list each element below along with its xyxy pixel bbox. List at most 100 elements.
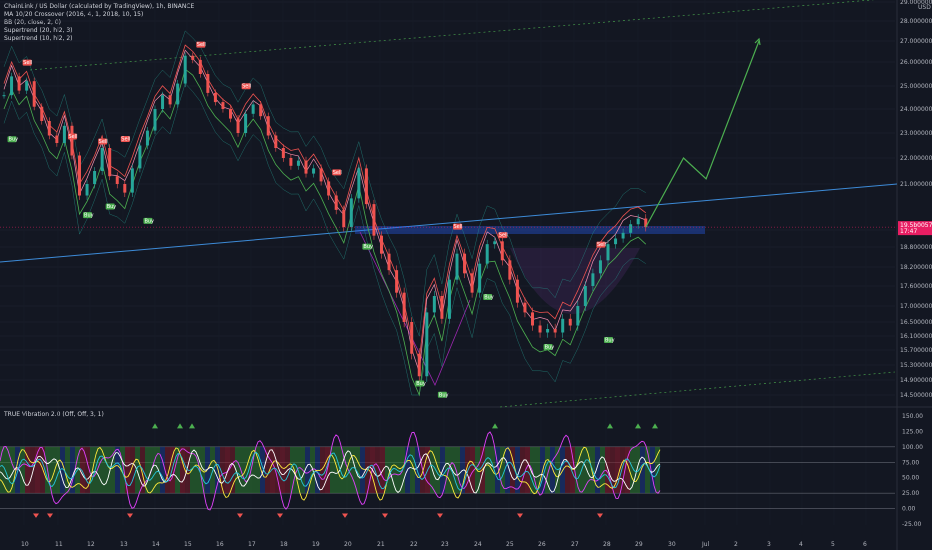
osc-bg-block [605,446,610,494]
osc-bg-block [360,446,365,494]
x-tick-label: 10 [21,541,29,548]
osc-line-white [0,449,661,494]
indicator-bb[interactable]: BB (20, close, 2, 0) [4,19,61,26]
y-tick-label: 27.00000000 [900,38,932,45]
indicator-supertrend-1[interactable]: Supertrend (20, hl2, 3) [4,27,73,34]
candle-body [440,296,444,319]
osc-bg-block [625,446,630,494]
sell-triangle [342,513,348,518]
osc-bg-block [70,446,75,494]
candle-body [380,235,383,254]
buy-triangle [652,423,658,429]
candle-body [25,81,29,91]
osc-bg-block [320,446,325,494]
buy-badge [83,212,93,219]
candle-body [236,118,240,133]
osc-bg-block [645,446,650,494]
buy-triangle [177,423,183,429]
osc-bg-block [130,446,135,494]
x-tick-label: 12 [87,541,95,548]
osc-y-tick-label: 50.00 [902,475,919,482]
osc-bg-block [250,446,255,494]
axes: 29.00000000 28.00000000 27.00000000 26.0000… [21,0,932,548]
indicator-supertrend-2[interactable]: Supertrend (10, hl2, 2) [4,35,73,42]
osc-bg-block [135,446,140,494]
osc-bg-block [575,446,580,494]
osc-line-cyan [0,451,661,491]
candle-body [387,253,391,271]
osc-bg-block [255,446,260,494]
x-tick-label: 13 [120,541,128,548]
osc-bg-block [215,446,220,494]
osc-bg-block [55,446,60,494]
buy-triangle [152,423,158,429]
osc-bg-block [120,446,125,494]
chart-title: ChainLink / US Dollar (calculated by Tra… [4,3,195,10]
candle-body [629,224,633,233]
osc-bg-block [545,446,550,494]
osc-y-tick-label: 25.00 [902,490,919,497]
osc-bg-block [465,446,470,494]
candle-body [553,329,557,333]
osc-bg-block [445,446,450,494]
osc-bg-block [350,446,355,494]
osc-bg-block [435,446,440,494]
supertrend-red [3,44,647,361]
buy-badge [483,294,493,300]
buy-badge-label: Buy [605,338,615,344]
x-tick-label: 15 [184,541,192,548]
candle-body [327,181,331,196]
osc-bg-block [515,446,520,494]
osc-bg-block [190,446,195,494]
y-tick-label: 18.20000000 [900,264,932,271]
buy-badge-label: Buy [439,392,449,398]
candle-body [463,253,467,274]
candle-body [108,148,112,177]
osc-bg-block [40,446,45,494]
buy-triangle [635,423,641,429]
y-tick-label: 17.60000000 [900,283,932,290]
osc-bg-block [375,446,380,494]
x-tick-label: 2 [734,541,738,548]
sell-badge [196,41,206,48]
x-tick-label: 24 [474,541,482,548]
candle-body [266,116,270,136]
osc-bg-block [0,446,5,494]
x-tick-label: 21 [377,541,385,548]
osc-bg-block [175,446,180,494]
candle-body [259,104,263,117]
candle-body [402,292,406,322]
osc-y-tick-label: 75.00 [902,459,919,466]
oscillator-title[interactable]: TRUE Vibration 2.0 (Off, Off, 3, 1) [4,411,104,418]
candle-body [138,145,142,169]
candle-body [289,158,293,166]
osc-bg-block [530,446,535,494]
resistance-zone [355,226,705,234]
x-tick-label: 19 [312,541,320,548]
candle-body [70,125,74,156]
osc-bg-block [495,446,500,494]
sell-badge [67,133,77,140]
v-shape [359,231,471,386]
sell-badge [332,169,342,176]
candle-body [123,184,127,193]
sell-badge-label: Sell [597,242,606,248]
candle-body [357,168,361,199]
candle-body [644,218,648,228]
candle-body [410,322,414,354]
signal-badges: Buy Buy Buy Buy Buy Buy Buy Buy Buy Buy Sell Sell Se… [7,41,615,398]
sell-badge-label: Sell [23,60,32,66]
osc-bg-block [165,446,170,494]
osc-bg-block [270,446,275,494]
candle-body [161,95,165,109]
candle-body [312,168,316,174]
indicator-ma-crossover[interactable]: MA 10/20 Crossover (2016, 4, 1, 2018, 10… [4,11,144,18]
sell-triangle [237,513,243,518]
y-tick-label: 26.00000000 [900,59,932,66]
osc-bg-block [115,446,120,494]
osc-bg-block [650,446,655,494]
x-tick-label: 16 [216,541,224,548]
sell-badge [241,83,251,90]
osc-y-tick-label: 125.00 [902,428,923,435]
